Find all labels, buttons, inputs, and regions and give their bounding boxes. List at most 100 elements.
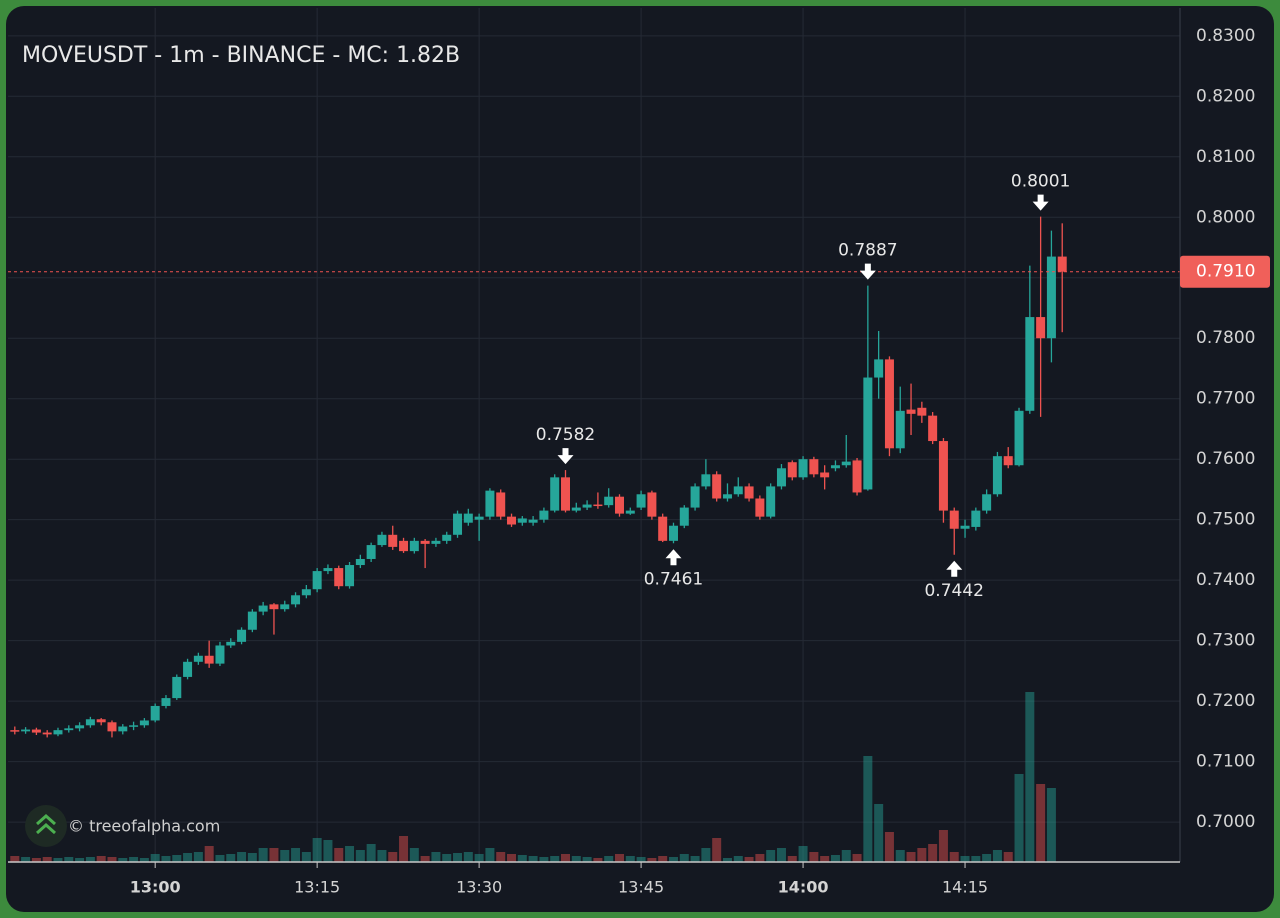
- candle-body: [787, 462, 797, 478]
- candle-body: [442, 534, 452, 541]
- volume-bar: [528, 856, 538, 862]
- volume-bar: [830, 855, 840, 862]
- candle-body: [658, 516, 668, 541]
- volume-bar: [787, 856, 797, 862]
- volume-bar: [895, 850, 905, 862]
- annotation-arrow: [946, 560, 963, 577]
- candle-body: [690, 486, 700, 508]
- volume-bar: [604, 856, 614, 862]
- candle-body: [561, 477, 571, 511]
- volume-bar: [453, 853, 463, 862]
- candle-body: [1046, 256, 1056, 339]
- x-tick-label: 14:15: [942, 878, 988, 897]
- last-price-box: [1180, 255, 1270, 288]
- candle-body: [399, 540, 409, 552]
- volume-bar: [571, 856, 581, 862]
- candle-body: [982, 494, 992, 511]
- volume-bar: [409, 848, 419, 862]
- candle-body: [906, 409, 916, 414]
- volume-bar: [463, 852, 473, 862]
- y-tick-label: 0.8100: [1196, 147, 1255, 167]
- candle-body: [1003, 456, 1013, 466]
- candle-body: [409, 540, 419, 552]
- y-tick-label: 0.7300: [1196, 631, 1255, 651]
- volume-bar: [1003, 852, 1013, 862]
- y-tick-label: 0.7700: [1196, 389, 1255, 409]
- candle-body: [960, 525, 970, 529]
- volume-bar: [733, 856, 743, 862]
- volume-bar: [539, 857, 549, 862]
- annotation-label: 0.7461: [644, 569, 703, 589]
- candle-body: [852, 460, 862, 493]
- candle-body: [485, 490, 495, 517]
- candle-body: [129, 725, 139, 727]
- volume-bar: [625, 856, 635, 862]
- volume-bar: [938, 830, 948, 862]
- volume-bar: [1046, 788, 1056, 862]
- y-tick-label: 0.7200: [1196, 691, 1255, 711]
- volume-bar: [226, 854, 236, 862]
- volume-bar: [204, 846, 214, 862]
- candle-body: [301, 589, 311, 596]
- y-tick-label: 0.8000: [1196, 207, 1255, 227]
- volume-bar: [388, 852, 398, 862]
- candle-body: [809, 459, 819, 475]
- candle-body: [366, 545, 376, 559]
- volume-bar: [85, 857, 95, 862]
- volume-bar: [301, 852, 311, 862]
- candle-body: [949, 510, 959, 529]
- volume-bar: [517, 855, 527, 862]
- volume-bar: [863, 756, 873, 862]
- volume-bar: [129, 857, 139, 862]
- candle-body: [571, 507, 581, 511]
- volume-bar: [474, 854, 484, 862]
- candle-body: [172, 676, 182, 699]
- volume-bar: [690, 856, 700, 862]
- watermark-icon: [25, 805, 67, 847]
- candle-body: [755, 498, 765, 517]
- candle-body: [247, 611, 257, 630]
- chart-title: MOVEUSDT - 1m - BINANCE - MC: 1.82B: [22, 43, 460, 68]
- volume-bar: [1036, 784, 1046, 862]
- volume-bar: [949, 852, 959, 862]
- candle-body: [269, 604, 279, 610]
- candle-body: [463, 513, 473, 523]
- volume-bar: [96, 856, 106, 862]
- candle-body: [874, 359, 884, 378]
- candle-body: [453, 513, 463, 535]
- volume-bar: [21, 857, 31, 862]
- volume-bar: [1025, 692, 1035, 862]
- candle-body: [215, 645, 225, 664]
- volume-bar: [593, 858, 603, 862]
- candle-body: [647, 492, 657, 517]
- candle-body: [258, 605, 268, 612]
- candle-body: [582, 504, 592, 508]
- candle-body: [496, 492, 506, 517]
- annotation-layer: 0.7582 0.7461 0.7887 0.7442 0.8001: [536, 172, 1071, 601]
- volume-bar: [668, 857, 678, 862]
- candle-body: [625, 510, 635, 514]
- candle-body: [183, 661, 193, 677]
- candle-body: [917, 407, 927, 416]
- candle-body: [64, 728, 74, 731]
- volume-bar: [118, 858, 128, 862]
- candle-body: [528, 519, 538, 523]
- candle-body: [636, 494, 646, 508]
- candle-body: [517, 518, 527, 523]
- volume-bar: [334, 848, 344, 862]
- volume-bar: [420, 856, 430, 862]
- volume-bar: [550, 856, 560, 862]
- x-tick-label: 13:00: [130, 878, 181, 897]
- volume-bar: [10, 856, 20, 862]
- volume-bar: [183, 853, 193, 862]
- volume-bar: [431, 852, 441, 862]
- volume-bar: [701, 848, 711, 862]
- volume-bar: [345, 846, 355, 862]
- candle-body: [1014, 410, 1024, 466]
- volume-bar: [139, 858, 149, 862]
- y-tick-label: 0.7400: [1196, 570, 1255, 590]
- candle-body: [614, 496, 624, 514]
- volume-bar: [150, 854, 160, 862]
- x-tick-label: 13:15: [294, 878, 340, 897]
- y-tick-label: 0.7600: [1196, 449, 1255, 469]
